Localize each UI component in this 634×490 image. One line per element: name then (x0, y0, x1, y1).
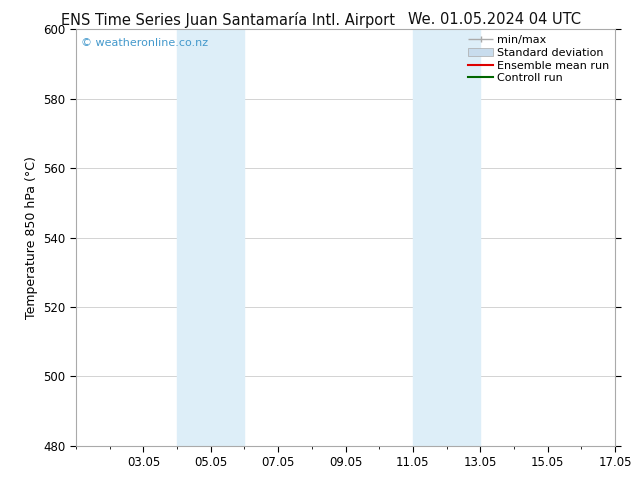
Bar (446, 29, 480, 446)
Text: © weatheronline.co.nz: © weatheronline.co.nz (81, 38, 209, 48)
Text: We. 01.05.2024 04 UTC: We. 01.05.2024 04 UTC (408, 12, 581, 27)
Bar (177, 29, 210, 446)
Bar (210, 29, 245, 446)
Y-axis label: Temperature 850 hPa (°C): Temperature 850 hPa (°C) (25, 156, 38, 319)
Legend: min/max, Standard deviation, Ensemble mean run, Controll run: min/max, Standard deviation, Ensemble me… (465, 32, 612, 87)
Bar (413, 29, 446, 446)
Text: ENS Time Series Juan Santamaría Intl. Airport: ENS Time Series Juan Santamaría Intl. Ai… (61, 12, 395, 28)
